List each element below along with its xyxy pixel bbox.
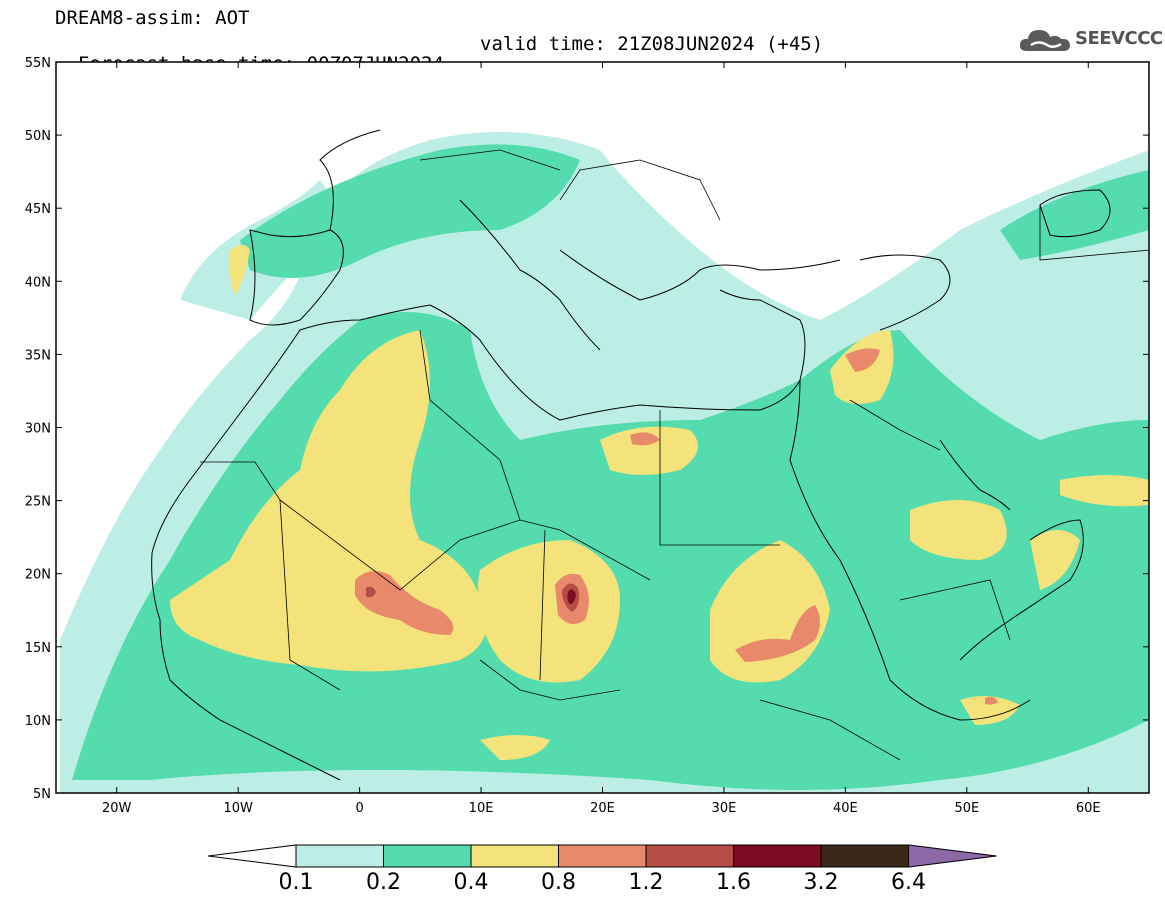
colorbar-swatch [470, 844, 559, 868]
lon-label: 20W [102, 801, 132, 816]
colorbar-label: 6.4 [891, 870, 926, 895]
longitude-labels: 20W 10W 0 10E 20E 30E 40E 50E 60E [102, 801, 1101, 816]
lon-label: 20E [590, 801, 615, 816]
lat-label: 5N [33, 787, 51, 802]
colorbar-label: 1.6 [716, 870, 751, 895]
seevccc-logo: SEEVCCC [1017, 22, 1163, 58]
logo-text: SEEVCCC [1075, 28, 1163, 49]
lon-label: 60E [1076, 801, 1101, 816]
lat-label: 35N [25, 348, 51, 363]
lon-label: 10E [469, 801, 494, 816]
colorbar-swatch [733, 844, 822, 868]
lat-label: 20N [25, 568, 51, 583]
lat-label: 45N [25, 202, 51, 217]
aot-fields [56, 62, 1149, 793]
colorbar [207, 844, 997, 868]
colorbar-label: 0.2 [366, 870, 401, 895]
colorbar-high-arrow [908, 844, 997, 868]
colorbar-swatch [383, 844, 472, 868]
colorbar-swatch [558, 844, 647, 868]
lon-label: 10W [223, 801, 253, 816]
lon-label: 0 [355, 801, 363, 816]
colorbar-label: 1.2 [628, 870, 664, 895]
lon-label: 30E [712, 801, 737, 816]
latitude-labels: 55N 50N 45N 40N 35N 30N 25N 20N 15N 10N 5N [25, 56, 51, 802]
lat-label: 30N [25, 422, 51, 437]
lon-label: 50E [954, 801, 979, 816]
lat-label: 15N [25, 641, 51, 656]
country-borders [200, 149, 1149, 761]
lat-label: 40N [25, 275, 51, 290]
cloud-icon [1019, 30, 1070, 51]
coastlines [151, 129, 1111, 781]
colorbar-label: 0.8 [541, 870, 576, 895]
aot-level-0-4 [170, 245, 1149, 760]
lon-label: 40E [833, 801, 858, 816]
colorbar-label: 3.2 [803, 870, 839, 895]
aot-level-0-8 [355, 348, 998, 705]
colorbar-low-arrow [207, 844, 297, 868]
valid-time-label: valid time: 21Z08JUN2024 (+45) [480, 33, 824, 55]
colorbar-swatch [295, 844, 384, 868]
colorbar-label: 0.1 [278, 870, 314, 895]
colorbar-swatch [645, 844, 734, 868]
map-title: DREAM8-assim: AOT [55, 7, 250, 29]
lat-label: 55N [25, 56, 51, 71]
colorbar-swatch [820, 844, 909, 868]
lat-label: 25N [25, 495, 51, 510]
lat-label: 50N [25, 129, 51, 144]
colorbar-label: 0.4 [453, 870, 489, 895]
lat-label: 10N [25, 714, 51, 729]
axis-ticks [56, 61, 1149, 794]
aot-level-1-6 [567, 589, 576, 604]
